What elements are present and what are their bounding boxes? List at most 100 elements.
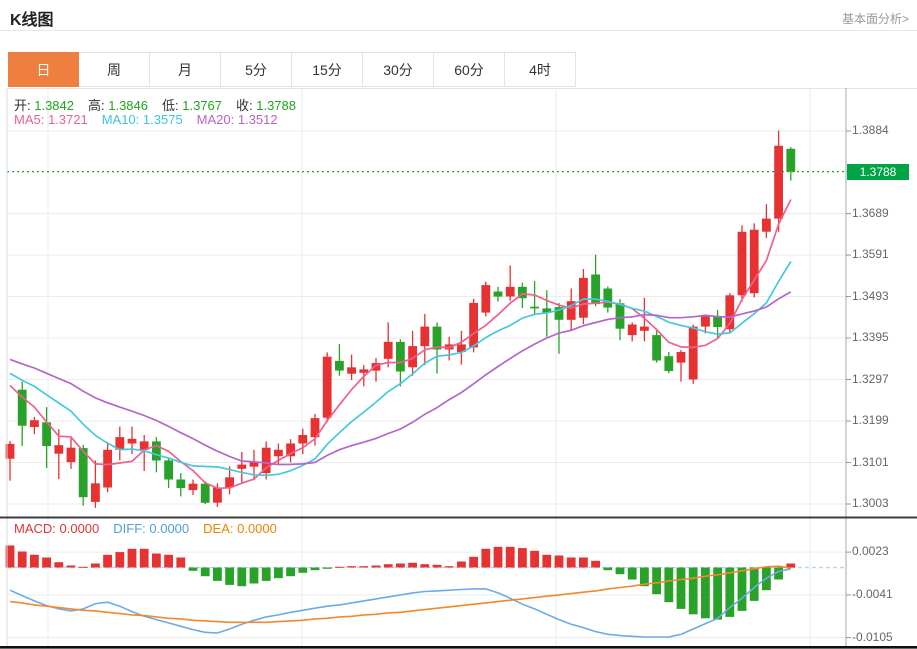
candle-body — [554, 307, 564, 320]
candle-body — [408, 346, 417, 368]
candle-body — [188, 483, 198, 491]
candle-body — [505, 286, 515, 297]
ma-legend: MA5: 1.3721 MA10: 1.3575 MA20: 1.3512 — [14, 112, 292, 127]
candle-body — [749, 229, 759, 294]
axis-ticks — [846, 130, 851, 639]
candle-body — [493, 291, 503, 297]
candle-body — [54, 445, 64, 454]
ma10-line — [9, 261, 792, 477]
candle-body — [115, 437, 125, 450]
candle-body — [615, 303, 625, 329]
candle-body — [774, 145, 783, 219]
tab-月[interactable]: 月 — [150, 52, 221, 87]
candle-body — [652, 335, 661, 361]
candle-body — [5, 443, 15, 459]
price-axis-label: 1.3884 — [852, 123, 889, 137]
ohlc-item: 收: 1.3788 — [236, 98, 296, 113]
candle-body — [91, 483, 100, 502]
macd-axis-label: 0.0023 — [852, 544, 889, 558]
candle-body — [17, 389, 27, 426]
candle-body — [664, 356, 674, 371]
fundamental-analysis-link[interactable]: 基本面分析> — [841, 12, 909, 26]
candle-body — [347, 367, 356, 374]
candle-body — [176, 479, 186, 488]
candle-body — [469, 302, 478, 348]
macd-item: DIFF: 0.0000 — [113, 521, 190, 536]
price-axis-label: 1.3003 — [852, 496, 889, 510]
candles-layer — [5, 130, 796, 508]
tab-30分[interactable]: 30分 — [363, 52, 434, 87]
candle-body — [164, 460, 173, 480]
macd-item: DEA: 0.0000 — [203, 521, 277, 536]
candle-body — [139, 441, 149, 450]
candle-body — [383, 341, 393, 359]
tab-日[interactable]: 日 — [8, 52, 79, 87]
candle-body — [286, 443, 295, 457]
ohlc-legend: 开: 1.3842 高: 1.3846 低: 1.3767 收: 1.3788 — [14, 95, 310, 114]
price-axis-label: 1.3591 — [852, 247, 889, 261]
candle-body — [579, 277, 588, 318]
candle-body — [335, 360, 344, 371]
candle-body — [530, 306, 539, 309]
candle-body — [261, 447, 271, 474]
page-title: K线图 — [10, 12, 54, 29]
candle-body — [591, 274, 600, 305]
tab-4时[interactable]: 4时 — [505, 52, 576, 87]
candle-body — [481, 285, 491, 313]
price-axis-label: 1.3395 — [852, 330, 889, 344]
current-price-tag: 1.3788 — [847, 164, 909, 180]
candle-body — [627, 324, 637, 336]
candle-body — [66, 447, 76, 463]
candle-body — [237, 464, 247, 469]
candle-body — [103, 449, 112, 488]
tab-60分[interactable]: 60分 — [434, 52, 505, 87]
candle-body — [310, 418, 320, 438]
candle-body — [725, 295, 735, 330]
candle-body — [432, 326, 442, 350]
price-axis-label: 1.3493 — [852, 289, 889, 303]
candle-body — [274, 449, 283, 457]
candle-body — [457, 344, 466, 352]
price-axis-label: 1.3297 — [852, 372, 889, 386]
timeframe-tabs: 日周月 5分 15分 30分 60分 4时 — [8, 52, 917, 89]
tab-周[interactable]: 周 — [79, 52, 150, 87]
tab-15分[interactable]: 15分 — [292, 52, 363, 87]
ohlc-item: 开: 1.3842 — [14, 98, 74, 113]
candle-body — [359, 369, 369, 373]
candle-body — [152, 441, 161, 461]
candle-body — [42, 422, 51, 446]
macd-item: MACD: 0.0000 — [14, 521, 100, 536]
candle-body — [688, 326, 698, 380]
ma-item: MA20: 1.3512 — [196, 112, 278, 127]
candle-body — [30, 420, 39, 427]
candle-body — [603, 288, 613, 308]
candle-body — [225, 477, 234, 488]
candle-body — [713, 316, 722, 327]
diff-line — [9, 568, 791, 638]
candle-body — [737, 231, 747, 296]
dea-line — [9, 565, 791, 624]
candle-body — [298, 435, 308, 444]
tab-5分[interactable]: 5分 — [221, 52, 292, 87]
macd-axis-label: -0.0041 — [852, 587, 893, 601]
candle-body — [566, 301, 576, 320]
ma-item: MA10: 1.3575 — [101, 112, 183, 127]
candle-body — [701, 316, 710, 327]
candle-body — [371, 363, 381, 371]
price-axis-label: 1.3199 — [852, 413, 889, 427]
ohlc-item: 低: 1.3767 — [162, 98, 222, 113]
price-axis-label: 1.3101 — [852, 455, 889, 469]
candle-body — [322, 356, 332, 418]
candle-body — [640, 326, 649, 331]
header-divider — [0, 30, 917, 31]
ohlc-item: 高: 1.3846 — [88, 98, 148, 113]
candle-body — [420, 326, 430, 347]
candle-body — [396, 341, 405, 372]
candle-body — [762, 218, 771, 232]
candle-body — [676, 352, 686, 363]
vertical-gridlines — [47, 88, 811, 646]
ma20-line — [9, 291, 792, 466]
candle-body — [127, 438, 137, 444]
candle-body — [78, 448, 88, 498]
